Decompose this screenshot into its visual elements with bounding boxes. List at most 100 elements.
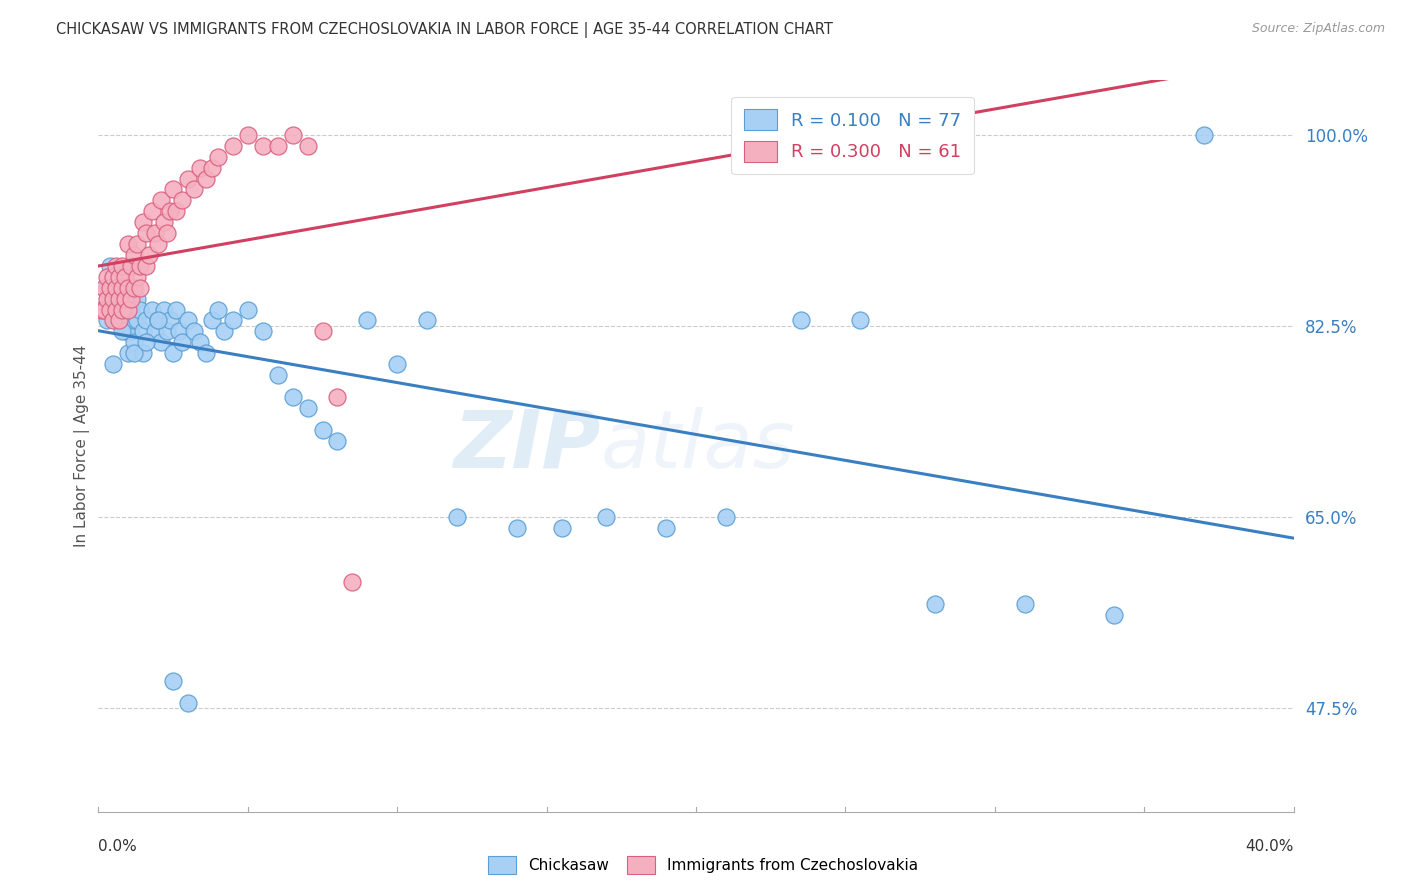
- Point: [114, 302, 136, 317]
- Point: [159, 313, 181, 327]
- Point: [172, 194, 194, 208]
- Point: [326, 390, 349, 404]
- Point: [195, 346, 218, 360]
- Point: [108, 269, 131, 284]
- Point: [789, 313, 811, 327]
- Point: [120, 324, 142, 338]
- Point: [103, 357, 125, 371]
- Point: [124, 346, 146, 360]
- Point: [446, 510, 468, 524]
- Point: [165, 204, 187, 219]
- Point: [105, 281, 128, 295]
- Point: [150, 194, 173, 208]
- Point: [108, 302, 131, 317]
- Text: ZIP: ZIP: [453, 407, 600, 485]
- Point: [252, 138, 274, 153]
- Point: [135, 335, 157, 350]
- Point: [111, 324, 134, 338]
- Point: [195, 171, 218, 186]
- Point: [127, 292, 149, 306]
- Point: [124, 335, 146, 350]
- Point: [103, 269, 125, 284]
- Point: [108, 292, 131, 306]
- Point: [159, 204, 181, 219]
- Point: [148, 313, 170, 327]
- Point: [153, 302, 176, 317]
- Point: [93, 302, 115, 317]
- Point: [416, 313, 439, 327]
- Point: [162, 182, 184, 196]
- Point: [117, 281, 139, 295]
- Point: [143, 324, 166, 338]
- Text: CHICKASAW VS IMMIGRANTS FROM CZECHOSLOVAKIA IN LABOR FORCE | AGE 35-44 CORRELATI: CHICKASAW VS IMMIGRANTS FROM CZECHOSLOVA…: [56, 22, 834, 38]
- Point: [96, 292, 118, 306]
- Point: [148, 313, 170, 327]
- Point: [120, 302, 142, 317]
- Point: [117, 292, 139, 306]
- Point: [120, 259, 142, 273]
- Point: [188, 335, 211, 350]
- Point: [222, 138, 245, 153]
- Point: [98, 259, 122, 273]
- Point: [188, 161, 211, 175]
- Point: [96, 281, 118, 295]
- Point: [127, 269, 149, 284]
- Point: [98, 292, 122, 306]
- Point: [129, 281, 152, 295]
- Point: [96, 313, 118, 327]
- Text: 40.0%: 40.0%: [1246, 839, 1294, 854]
- Point: [1014, 597, 1036, 611]
- Point: [172, 335, 194, 350]
- Text: 0.0%: 0.0%: [98, 839, 138, 854]
- Point: [103, 313, 125, 327]
- Point: [138, 248, 160, 262]
- Point: [114, 269, 136, 284]
- Point: [201, 313, 224, 327]
- Point: [297, 401, 319, 415]
- Point: [117, 313, 139, 327]
- Point: [281, 390, 304, 404]
- Point: [135, 226, 157, 240]
- Legend: R = 0.100   N = 77, R = 0.300   N = 61: R = 0.100 N = 77, R = 0.300 N = 61: [731, 96, 974, 175]
- Point: [236, 128, 259, 142]
- Point: [111, 281, 134, 295]
- Point: [111, 313, 134, 327]
- Point: [183, 182, 205, 196]
- Point: [311, 423, 333, 437]
- Text: Source: ZipAtlas.com: Source: ZipAtlas.com: [1251, 22, 1385, 36]
- Point: [96, 269, 118, 284]
- Point: [90, 302, 112, 317]
- Point: [108, 269, 131, 284]
- Point: [129, 259, 152, 273]
- Point: [236, 302, 259, 317]
- Point: [132, 215, 155, 229]
- Point: [311, 324, 333, 338]
- Point: [162, 673, 184, 688]
- Point: [127, 237, 149, 252]
- Point: [111, 302, 134, 317]
- Point: [1104, 608, 1126, 623]
- Point: [105, 313, 128, 327]
- Point: [281, 128, 304, 142]
- Point: [550, 521, 572, 535]
- Point: [326, 434, 349, 448]
- Point: [124, 281, 146, 295]
- Point: [132, 324, 155, 338]
- Point: [156, 324, 179, 338]
- Y-axis label: In Labor Force | Age 35-44: In Labor Force | Age 35-44: [75, 345, 90, 547]
- Point: [117, 302, 139, 317]
- Point: [124, 248, 146, 262]
- Point: [108, 313, 131, 327]
- Point: [267, 138, 290, 153]
- Point: [120, 292, 142, 306]
- Point: [267, 368, 290, 382]
- Point: [117, 346, 139, 360]
- Point: [201, 161, 224, 175]
- Point: [356, 313, 378, 327]
- Point: [148, 237, 170, 252]
- Point: [595, 510, 617, 524]
- Point: [183, 324, 205, 338]
- Point: [141, 302, 163, 317]
- Point: [98, 302, 122, 317]
- Point: [207, 302, 229, 317]
